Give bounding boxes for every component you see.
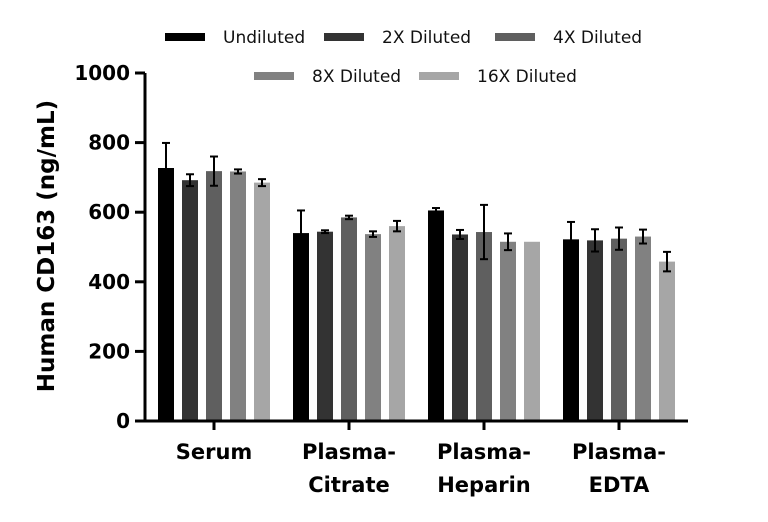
bar-8x-diluted bbox=[230, 171, 246, 421]
bar-2x-diluted bbox=[317, 231, 333, 421]
legend-swatch bbox=[419, 72, 459, 80]
y-tick-label: 200 bbox=[88, 339, 130, 363]
x-tick-label: Serum bbox=[176, 440, 253, 464]
bar-4x-diluted bbox=[206, 171, 222, 421]
bar-2x-diluted bbox=[452, 234, 468, 421]
x-tick-label: Citrate bbox=[308, 473, 389, 497]
bar-2x-diluted bbox=[182, 180, 198, 421]
x-tick-label: EDTA bbox=[589, 473, 650, 497]
bar-undiluted bbox=[428, 210, 444, 421]
bar-16x-diluted bbox=[659, 261, 675, 421]
legend-label: 16X Diluted bbox=[477, 67, 577, 87]
x-tick-label: Heparin bbox=[437, 473, 531, 497]
bar-8x-diluted bbox=[365, 234, 381, 421]
x-tick-label: Plasma- bbox=[302, 440, 396, 464]
y-tick-label: 0 bbox=[116, 409, 130, 433]
x-tick-label: Plasma- bbox=[437, 440, 531, 464]
bar-8x-diluted bbox=[500, 241, 516, 421]
bar-undiluted bbox=[563, 239, 579, 421]
y-tick-label: 600 bbox=[88, 200, 130, 224]
legend-label: 2X Diluted bbox=[382, 28, 471, 48]
legend-label: 4X Diluted bbox=[553, 28, 642, 48]
bar-undiluted bbox=[158, 168, 174, 421]
y-tick-label: 1000 bbox=[74, 61, 130, 85]
y-axis: 0 200 400 600 800 1000 bbox=[74, 61, 147, 433]
bar-undiluted bbox=[293, 233, 309, 421]
legend-swatch bbox=[165, 33, 205, 41]
legend-label: 8X Diluted bbox=[312, 67, 401, 87]
bar-4x-diluted bbox=[476, 232, 492, 421]
y-tick-label: 800 bbox=[88, 131, 130, 155]
bar-4x-diluted bbox=[611, 238, 627, 421]
bar-16x-diluted bbox=[389, 226, 405, 421]
legend-label: Undiluted bbox=[223, 28, 305, 48]
x-axis: Serum Plasma- Citrate Plasma- Heparin Plasma-… bbox=[143, 419, 688, 497]
legend-swatch bbox=[324, 33, 364, 41]
bar-8x-diluted bbox=[635, 236, 651, 421]
bar-16x-diluted bbox=[254, 182, 270, 421]
bar-2x-diluted bbox=[587, 240, 603, 421]
legend-swatch bbox=[254, 72, 294, 80]
x-tick-label: Plasma- bbox=[572, 440, 666, 464]
legend-swatch bbox=[495, 33, 535, 41]
bars bbox=[158, 141, 675, 421]
bar-16x-diluted bbox=[524, 241, 540, 421]
legend: Undiluted 2X Diluted 4X Diluted 8X Diluted 1… bbox=[165, 28, 642, 87]
y-tick-label: 400 bbox=[88, 270, 130, 294]
bar-4x-diluted bbox=[341, 217, 357, 421]
y-axis-label: Human CD163 (ng/mL) bbox=[34, 100, 60, 392]
